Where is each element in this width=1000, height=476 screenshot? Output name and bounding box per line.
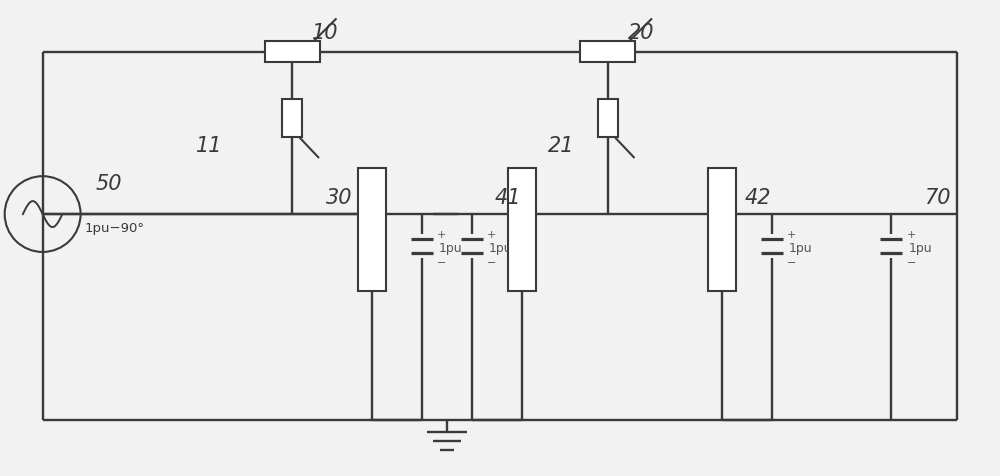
Text: 1pu: 1pu [789,242,812,256]
Text: +: + [487,230,496,240]
Text: 42: 42 [745,188,771,208]
Text: 1pu: 1pu [489,242,513,256]
Text: 50: 50 [96,174,122,194]
Text: 10: 10 [312,22,339,42]
Text: +: + [437,230,446,240]
Text: −: − [787,258,796,268]
Text: 1pu: 1pu [439,242,463,256]
Bar [265,41,320,62]
Text: 20: 20 [628,22,654,42]
Text: +: + [787,230,796,240]
Text: −: − [906,258,916,268]
Bar [508,168,536,291]
Bar [598,99,618,137]
Bar [358,168,386,291]
Text: −: − [437,258,446,268]
Bar [708,168,736,291]
Text: +: + [906,230,916,240]
Text: 11: 11 [196,136,222,156]
Bar [580,41,635,62]
Text: 21: 21 [548,136,575,156]
Text: 70: 70 [924,188,951,208]
Text: 30: 30 [326,188,352,208]
Bar [282,99,302,137]
Text: 1pu−90°: 1pu−90° [85,221,145,235]
Text: 1pu: 1pu [908,242,932,256]
Text: −: − [487,258,496,268]
Text: 41: 41 [495,188,522,208]
